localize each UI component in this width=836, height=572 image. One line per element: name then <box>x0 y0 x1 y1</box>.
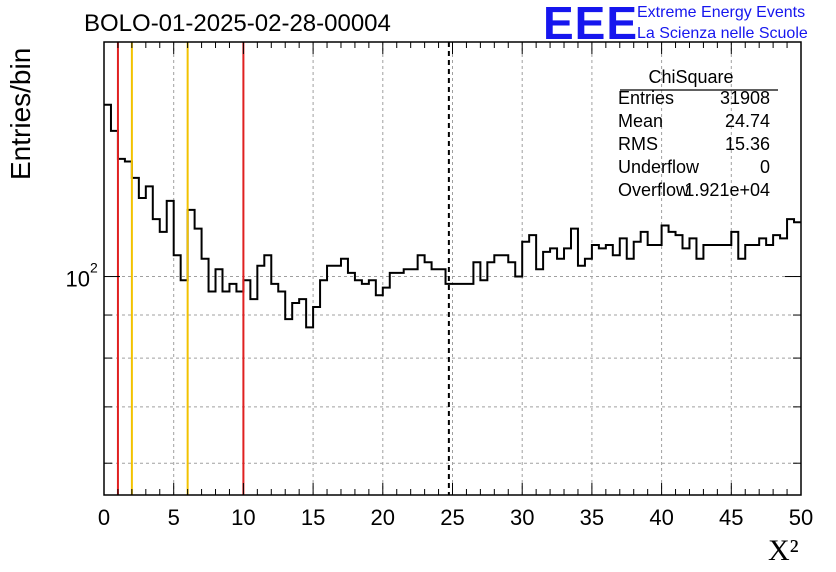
x-tick-label: 50 <box>789 505 813 530</box>
stats-key-overflow: Overflow <box>618 180 690 200</box>
x-tick-label: 30 <box>510 505 534 530</box>
stats-value-overflow: 1.921e+04 <box>684 180 770 200</box>
stats-row: RMS 15.36 <box>612 134 770 157</box>
x-tick-label: 20 <box>371 505 395 530</box>
stats-value-underflow: 0 <box>759 157 770 177</box>
stats-key-entries: Entries <box>618 88 675 108</box>
stats-row: Mean 24.74 <box>612 111 770 134</box>
histogram-series <box>104 103 801 329</box>
logo-line-1: Extreme Energy Events <box>637 4 806 21</box>
x-tick-label: 10 <box>231 505 255 530</box>
stats-row: Entries 31908 <box>612 88 770 111</box>
statistics-box: ChiSquare Entries 31908 Mean 24.74 RMS 1… <box>612 67 770 203</box>
logo-line-2: La Scienza nelle Scuole <box>637 25 808 42</box>
x-tick-label: 5 <box>168 505 180 530</box>
chart-title: BOLO-01-2025-02-28-00004 <box>84 10 391 37</box>
y-tick-exponent: 2 <box>90 260 98 276</box>
stats-row: Overflow 1.921e+04 <box>612 180 770 203</box>
stats-key-underflow: Underflow <box>618 157 700 177</box>
eee-logo: EEE <box>543 0 639 49</box>
x-tick-label: 15 <box>301 505 325 530</box>
y-tick-label: 10 <box>66 267 90 292</box>
stats-value-rms: 15.36 <box>724 134 770 154</box>
x-tick-label: 0 <box>98 505 110 530</box>
x-tick-label: 40 <box>649 505 673 530</box>
stats-value-mean: 24.74 <box>724 111 770 131</box>
x-tick-label: 45 <box>719 505 743 530</box>
x-axis-label: X² <box>768 534 799 567</box>
y-axis-label: Entries/bin <box>5 47 36 180</box>
stats-key-rms: RMS <box>618 134 658 154</box>
stats-title: ChiSquare <box>648 67 734 87</box>
x-tick-label: 35 <box>580 505 604 530</box>
x-tick-label: 25 <box>440 505 464 530</box>
stats-value-entries: 31908 <box>719 88 770 108</box>
stats-row: Underflow 0 <box>612 157 770 180</box>
stats-key-mean: Mean <box>618 111 664 131</box>
